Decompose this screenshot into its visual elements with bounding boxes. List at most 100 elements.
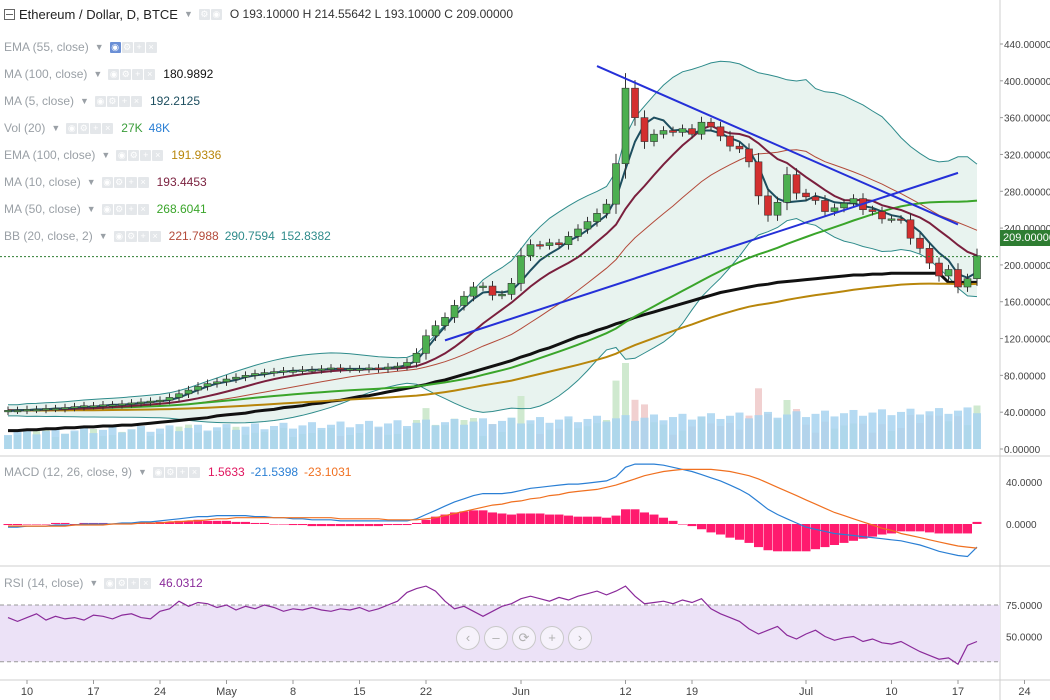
eye-icon[interactable]: ◉ xyxy=(210,8,222,20)
chevron-down-icon[interactable]: ▼ xyxy=(80,96,89,106)
add-icon[interactable]: + xyxy=(118,95,130,107)
chevron-down-icon[interactable]: ▼ xyxy=(183,9,193,19)
collapse-icon[interactable] xyxy=(4,8,15,20)
bb-upper-line xyxy=(8,60,978,406)
indicator-controls[interactable]: ◉ ⚙ + × xyxy=(94,95,142,107)
add-icon[interactable]: + xyxy=(176,466,188,478)
candle xyxy=(89,405,98,408)
eye-icon[interactable]: ◉ xyxy=(101,176,113,188)
scroll-left-button[interactable]: ‹ xyxy=(456,626,480,650)
add-icon[interactable]: + xyxy=(140,149,152,161)
ohlc-values: O 193.10000 H 214.55642 L 193.10000 C 20… xyxy=(229,7,514,21)
macd-histogram-bar xyxy=(678,524,687,525)
chevron-down-icon[interactable]: ▼ xyxy=(94,42,104,52)
settings-icon[interactable]: ⚙ xyxy=(78,122,90,134)
macd-histogram-bar xyxy=(393,524,402,526)
volume-ma-bar xyxy=(973,413,981,449)
add-icon[interactable]: + xyxy=(128,577,140,589)
eye-icon[interactable]: ◉ xyxy=(116,149,128,161)
settings-icon[interactable]: ⚙ xyxy=(113,203,125,215)
time-axis-tick: 8 xyxy=(290,686,296,698)
settings-icon[interactable]: ⚙ xyxy=(106,95,118,107)
indicator-controls[interactable]: ◉ ⚙ + × xyxy=(109,41,157,53)
add-icon[interactable]: + xyxy=(125,176,137,188)
candle xyxy=(716,126,725,137)
indicator-name: EMA (55, close) xyxy=(4,40,89,54)
indicator-controls[interactable]: ◉ ⚙ + × xyxy=(101,203,149,215)
add-icon[interactable]: + xyxy=(125,203,137,215)
ema100-line xyxy=(8,282,978,412)
volume-ma-bar xyxy=(688,419,696,449)
remove-icon[interactable]: × xyxy=(102,122,114,134)
indicator-controls[interactable]: ◉ ⚙ + × xyxy=(101,176,149,188)
add-icon[interactable]: + xyxy=(90,122,102,134)
eye-icon[interactable]: ◉ xyxy=(113,230,125,242)
indicator-controls[interactable]: ◉ ⚙ + × xyxy=(104,577,152,589)
volume-ma-bar xyxy=(374,426,383,449)
volume-bar xyxy=(612,380,620,449)
add-icon[interactable]: + xyxy=(132,68,144,80)
remove-icon[interactable]: × xyxy=(152,149,164,161)
chevron-down-icon[interactable]: ▼ xyxy=(98,231,108,241)
chevron-down-icon[interactable]: ▼ xyxy=(101,150,111,160)
scroll-right-button[interactable]: › xyxy=(568,626,592,650)
remove-icon[interactable]: × xyxy=(140,577,152,589)
chevron-down-icon[interactable]: ▼ xyxy=(86,204,96,214)
settings-icon[interactable]: ⚙ xyxy=(121,41,133,53)
eye-icon[interactable]: ◉ xyxy=(108,68,120,80)
settings-icon[interactable]: ⚙ xyxy=(198,8,210,20)
volume-ma-bar xyxy=(792,411,801,449)
time-axis-tick: 12 xyxy=(619,686,631,698)
volume-ma-bar xyxy=(222,424,231,449)
remove-icon[interactable]: × xyxy=(130,95,142,107)
zoom-out-button[interactable]: – xyxy=(484,626,508,650)
eye-icon[interactable]: ◉ xyxy=(152,466,164,478)
indicator-controls[interactable]: ◉ ⚙ + × xyxy=(113,230,161,242)
settings-icon[interactable]: ⚙ xyxy=(116,577,128,589)
add-icon[interactable]: + xyxy=(137,230,149,242)
eye-icon[interactable]: ◉ xyxy=(101,203,113,215)
chevron-down-icon[interactable]: ▼ xyxy=(89,578,99,588)
remove-icon[interactable]: × xyxy=(144,68,156,80)
settings-icon[interactable]: ⚙ xyxy=(128,149,140,161)
settings-icon[interactable]: ⚙ xyxy=(113,176,125,188)
remove-icon[interactable]: × xyxy=(149,230,161,242)
settings-icon[interactable]: ⚙ xyxy=(125,230,137,242)
volume-ma-bar xyxy=(631,420,639,449)
candle xyxy=(317,368,326,371)
chevron-down-icon[interactable]: ▼ xyxy=(138,467,147,477)
settings-icon[interactable]: ⚙ xyxy=(120,68,132,80)
remove-icon[interactable]: × xyxy=(137,203,149,215)
reset-button[interactable]: ⟳ xyxy=(512,626,536,650)
chevron-down-icon[interactable]: ▼ xyxy=(86,177,96,187)
eye-icon[interactable]: ◉ xyxy=(94,95,106,107)
indicator-controls[interactable]: ◉ ⚙ + × xyxy=(152,466,200,478)
eye-icon[interactable]: ◉ xyxy=(109,41,121,53)
remove-icon[interactable]: × xyxy=(145,41,157,53)
time-axis-tick: Jun xyxy=(512,686,530,698)
eye-icon[interactable]: ◉ xyxy=(104,577,116,589)
volume-ma-bar xyxy=(897,411,905,449)
macd-signal-line xyxy=(8,468,978,549)
macd-histogram-bar xyxy=(820,524,830,548)
zoom-in-button[interactable]: + xyxy=(540,626,564,650)
remove-icon[interactable]: × xyxy=(188,466,200,478)
volume-ma-bar xyxy=(146,431,155,449)
chevron-down-icon[interactable]: ▼ xyxy=(51,123,61,133)
settings-icon[interactable]: ⚙ xyxy=(164,466,176,478)
candle xyxy=(650,133,658,142)
add-icon[interactable]: + xyxy=(133,41,145,53)
volume-ma-bar xyxy=(479,418,487,449)
volume-ma-bar xyxy=(545,422,554,449)
eye-icon[interactable]: ◉ xyxy=(66,122,78,134)
chevron-down-icon[interactable]: ▼ xyxy=(93,69,103,79)
indicator-controls[interactable]: ◉ ⚙ + × xyxy=(116,149,164,161)
indicator-controls[interactable]: ◉ ⚙ + × xyxy=(66,122,114,134)
volume-ma-bar xyxy=(773,417,782,449)
indicator-controls[interactable]: ◉ ⚙ + × xyxy=(108,68,156,80)
macd-histogram-bar xyxy=(773,524,782,552)
candle xyxy=(431,325,440,337)
remove-icon[interactable]: × xyxy=(137,176,149,188)
symbol-controls[interactable]: ⚙ ◉ xyxy=(198,8,222,20)
